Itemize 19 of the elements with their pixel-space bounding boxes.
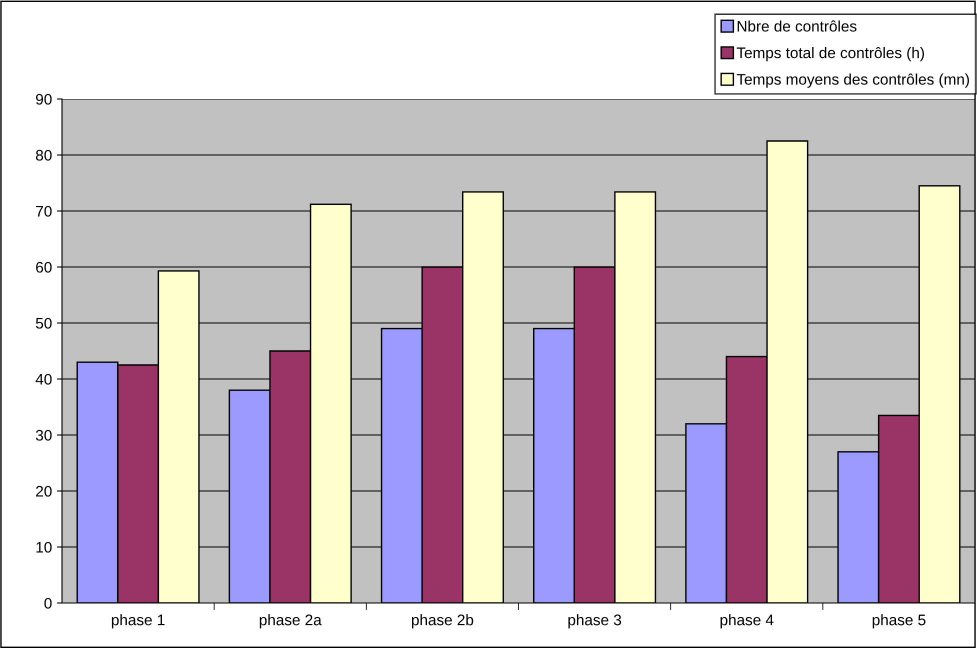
y-tick-label: 70 <box>36 206 52 217</box>
legend-label: Nbre de contrôles <box>738 20 856 32</box>
y-tick-label: 90 <box>36 94 52 105</box>
y-tick-label: 40 <box>36 374 52 385</box>
y-tick-label: 10 <box>36 542 52 553</box>
x-tick-label: phase 2a <box>260 614 322 628</box>
x-tick-label: phase 1 <box>112 614 165 628</box>
y-tick-label: 0 <box>44 598 52 609</box>
x-tick-label: phase 4 <box>720 614 774 628</box>
y-tick-label: 80 <box>36 150 52 161</box>
y-tick-label: 60 <box>36 262 52 273</box>
legend-label: Temps total de contrôles (h) <box>736 46 924 62</box>
x-tick-label: phase 5 <box>872 614 926 628</box>
y-tick-label: 50 <box>36 318 52 329</box>
y-tick-label: 30 <box>36 430 52 441</box>
x-tick-label: phase 3 <box>568 614 622 628</box>
x-tick-label: phase 2b <box>412 614 474 628</box>
legend-label: Temps moyens des contrôles (mn) <box>736 73 969 88</box>
y-tick-label: 20 <box>36 486 52 497</box>
